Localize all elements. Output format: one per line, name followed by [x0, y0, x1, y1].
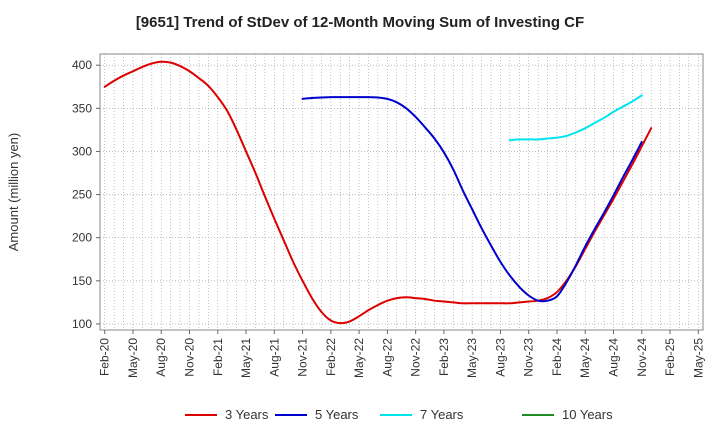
- y-tick-label: 150: [72, 274, 92, 288]
- x-tick-label: Nov-24: [635, 338, 649, 377]
- series-line-5-years: [301, 96, 643, 303]
- y-tick-label: 100: [72, 317, 92, 331]
- x-tick-label: Feb-25: [663, 338, 677, 376]
- legend-label-10-years: 10 Years: [562, 407, 613, 422]
- y-tick-label: 250: [72, 188, 92, 202]
- y-tick-label: 200: [72, 231, 92, 245]
- series-line-7-years: [508, 94, 643, 142]
- x-tick-label: May-20: [126, 338, 140, 378]
- x-tick-label: Aug-20: [154, 338, 168, 377]
- x-tick-label: May-21: [239, 338, 253, 378]
- legend-label-7-years: 7 Years: [420, 407, 464, 422]
- y-tick-label: 400: [72, 58, 92, 72]
- y-tick-label: 350: [72, 101, 92, 115]
- legend-label-5-years: 5 Years: [315, 407, 359, 422]
- x-tick-label: Feb-20: [98, 338, 112, 376]
- y-tick-label: 300: [72, 144, 92, 158]
- x-tick-label: Feb-22: [324, 338, 338, 376]
- x-tick-label: May-22: [352, 338, 366, 378]
- x-tick-label: Aug-23: [493, 338, 507, 377]
- x-tick-label: Nov-23: [522, 338, 536, 377]
- x-tick-label: Nov-20: [183, 338, 197, 377]
- chart-title: [9651] Trend of StDev of 12-Month Moving…: [135, 14, 585, 31]
- x-tick-label: Aug-21: [267, 338, 281, 377]
- x-tick-label: May-24: [578, 338, 592, 378]
- legend-label-3-years: 3 Years: [225, 407, 269, 422]
- x-tick-label: Nov-22: [409, 338, 423, 377]
- x-tick-label: Nov-21: [296, 338, 310, 377]
- plot-area-border: [99, 53, 704, 331]
- x-tick-label: Feb-21: [211, 338, 225, 376]
- x-tick-label: Feb-23: [437, 338, 451, 376]
- y-axis-label: Amount (million yen): [6, 133, 21, 252]
- x-tick-label: Aug-24: [606, 338, 620, 377]
- x-tick-label: Feb-24: [550, 338, 564, 376]
- series-line-3-years: [103, 60, 653, 325]
- x-tick-label: May-25: [691, 338, 705, 378]
- x-tick-label: May-23: [465, 338, 479, 378]
- x-tick-label: Aug-22: [380, 338, 394, 377]
